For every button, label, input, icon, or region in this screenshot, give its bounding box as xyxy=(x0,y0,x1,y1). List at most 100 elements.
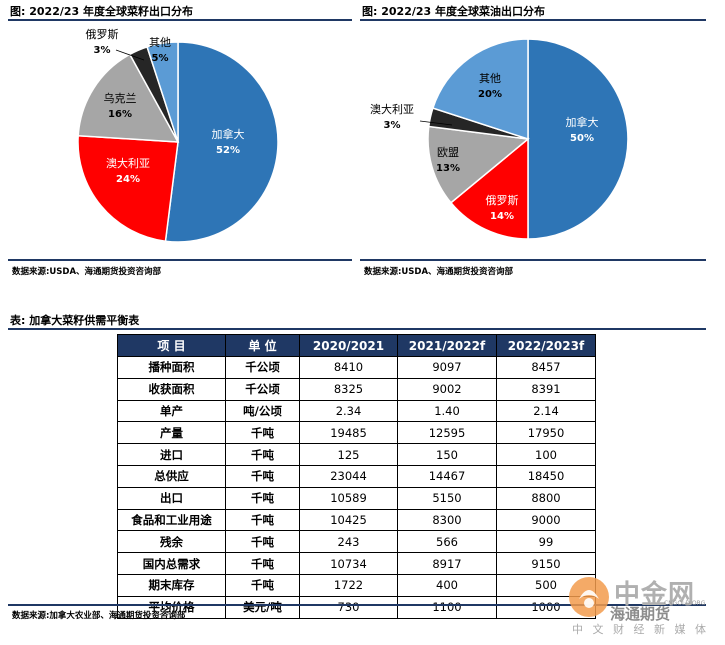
row-value-cell: 19485 xyxy=(299,421,398,445)
pie-slice-label: 乌克兰 xyxy=(104,91,137,105)
row-value-cell: 1.40 xyxy=(397,399,497,423)
row-item-cell: 总供应 xyxy=(117,464,226,488)
row-value-cell: 10589 xyxy=(299,486,398,510)
row-item-cell: 残余 xyxy=(117,530,226,554)
right-figure-top-rule xyxy=(360,19,706,21)
row-value-cell: 8917 xyxy=(397,552,497,575)
pie-slice-label: 澳大利亚 xyxy=(370,102,414,116)
pie-slice-percent: 16% xyxy=(108,109,132,120)
row-value-cell: 400 xyxy=(397,573,497,597)
pie-slice-label: 俄罗斯 xyxy=(86,28,119,41)
pie-slice-label: 欧盟 xyxy=(437,146,459,159)
row-value-cell: 17950 xyxy=(496,421,596,445)
pie-slice-percent: 50% xyxy=(570,133,594,144)
table-row: 播种面积 千公顷 8410 9097 8457 xyxy=(117,356,596,379)
pie-slice-1-2 xyxy=(77,53,180,143)
header-unit: 单 位 xyxy=(225,334,300,357)
row-value-cell: 8800 xyxy=(496,486,596,510)
pie-slice-label: 澳大利亚 xyxy=(106,156,150,170)
watermark-logo-icon xyxy=(569,577,609,617)
right-figure-bottom-rule xyxy=(360,259,706,261)
row-unit-cell: 千吨 xyxy=(225,573,300,597)
canada-canola-balance-table: 项 目 单 位 2020/2021 2021/2022f 2022/2023f … xyxy=(117,334,596,619)
table-row: 单产 吨/公顷 2.34 1.40 2.14 xyxy=(117,399,596,423)
header-item: 项 目 xyxy=(117,334,226,357)
row-value-cell: 9002 xyxy=(397,377,497,401)
canola-seed-export-pie-chart: 加拿大 52% 澳大利亚 24% 乌克兰 16% 俄罗斯 3% 其他 5% xyxy=(77,28,279,243)
row-value-cell: 243 xyxy=(299,530,398,554)
row-value-cell: 125 xyxy=(299,443,398,466)
table-row: 平均价格 美元/吨 730 1100 1000 xyxy=(117,595,596,619)
table-row: 总供应 千吨 23044 14467 18450 xyxy=(117,464,596,488)
pie-slice-percent: 13% xyxy=(436,163,460,174)
row-unit-cell: 千吨 xyxy=(225,486,300,510)
table-source: 数据来源:加拿大农业部、海通期货投资咨询部 xyxy=(12,611,186,621)
row-value-cell: 730 xyxy=(299,595,398,619)
canola-oil-export-pie-chart: 加拿大 50% 俄罗斯 14% 欧盟 13% 澳大利亚 3% 其他 20% xyxy=(370,38,629,240)
left-figure-title: 图: 2022/23 年度全球菜籽出口分布 xyxy=(10,5,193,18)
pie-slice-1-4 xyxy=(146,41,179,143)
table-header-row: 项 目 单 位 2020/2021 2021/2022f 2022/2023f xyxy=(117,334,596,357)
table-row: 食品和工业用途 千吨 10425 8300 9000 xyxy=(117,508,596,532)
pie-leader-line xyxy=(419,120,453,126)
row-unit-cell: 吨/公顷 xyxy=(225,399,300,423)
pie-slice-percent: 14% xyxy=(490,211,514,222)
table-title: 表: 加拿大菜籽供需平衡表 xyxy=(10,314,140,327)
right-figure-title: 图: 2022/23 年度全球菜油出口分布 xyxy=(362,5,545,18)
table-bottom-rule xyxy=(8,604,706,606)
header-2022-2023f: 2022/2023f xyxy=(496,334,596,357)
pie-slice-percent: 3% xyxy=(384,120,401,131)
table-row: 国内总需求 千吨 10734 8917 9150 xyxy=(117,552,596,575)
row-value-cell: 2.34 xyxy=(299,399,398,423)
row-unit-cell: 千吨 xyxy=(225,464,300,488)
row-item-cell: 平均价格 xyxy=(117,595,226,619)
row-value-cell: 8410 xyxy=(299,356,398,379)
row-value-cell: 14467 xyxy=(397,464,497,488)
row-value-cell: 8457 xyxy=(496,356,596,379)
row-value-cell: 566 xyxy=(397,530,497,554)
row-unit-cell: 美元/吨 xyxy=(225,595,300,619)
row-unit-cell: 千吨 xyxy=(225,552,300,575)
pie-slice-label: 加拿大 xyxy=(566,115,599,129)
table-row: 进口 千吨 125 150 100 xyxy=(117,443,596,466)
row-unit-cell: 千吨 xyxy=(225,421,300,445)
row-value-cell: 9150 xyxy=(496,552,596,575)
pie-slice-1-1 xyxy=(77,134,179,243)
row-item-cell: 产量 xyxy=(117,421,226,445)
pie-slice-label: 其他 xyxy=(149,36,171,49)
pie-slice-percent: 24% xyxy=(116,174,140,185)
row-value-cell: 10425 xyxy=(299,508,398,532)
row-item-cell: 单产 xyxy=(117,399,226,423)
pie-slice-percent: 52% xyxy=(216,145,240,156)
row-value-cell: 1100 xyxy=(397,595,497,619)
watermark-url: CNGOLD.ORG xyxy=(664,600,706,607)
watermark-sub: 中 文 财 经 新 媒 体 xyxy=(572,623,709,636)
row-unit-cell: 千吨 xyxy=(225,443,300,466)
row-unit-cell: 千公顷 xyxy=(225,356,300,379)
table-row: 残余 千吨 243 566 99 xyxy=(117,530,596,554)
row-unit-cell: 千公顷 xyxy=(225,377,300,401)
pie-leader-line xyxy=(115,49,145,61)
watermark-name: 中金网 xyxy=(614,580,696,610)
row-item-cell: 食品和工业用途 xyxy=(117,508,226,532)
pie-slice-label: 加拿大 xyxy=(212,127,245,141)
row-value-cell: 18450 xyxy=(496,464,596,488)
row-value-cell: 5150 xyxy=(397,486,497,510)
table-row: 期末库存 千吨 1722 400 500 xyxy=(117,573,596,597)
pie-slice-percent: 3% xyxy=(94,45,111,56)
pie-slice-label: 其他 xyxy=(479,72,501,85)
row-value-cell: 99 xyxy=(496,530,596,554)
pie-slice-2-1 xyxy=(449,137,529,240)
pie-slice-1-0 xyxy=(164,41,279,243)
row-item-cell: 期末库存 xyxy=(117,573,226,597)
row-item-cell: 收获面积 xyxy=(117,377,226,401)
pie-slice-2-0 xyxy=(527,38,629,240)
row-value-cell: 9097 xyxy=(397,356,497,379)
header-2020-2021: 2020/2021 xyxy=(299,334,398,357)
left-figure-bottom-rule xyxy=(8,259,352,261)
header-2021-2022f: 2021/2022f xyxy=(397,334,497,357)
table-row: 产量 千吨 19485 12595 17950 xyxy=(117,421,596,445)
watermark-brand: 海通期货 xyxy=(610,605,671,623)
row-unit-cell: 千吨 xyxy=(225,530,300,554)
table-row: 出口 千吨 10589 5150 8800 xyxy=(117,486,596,510)
